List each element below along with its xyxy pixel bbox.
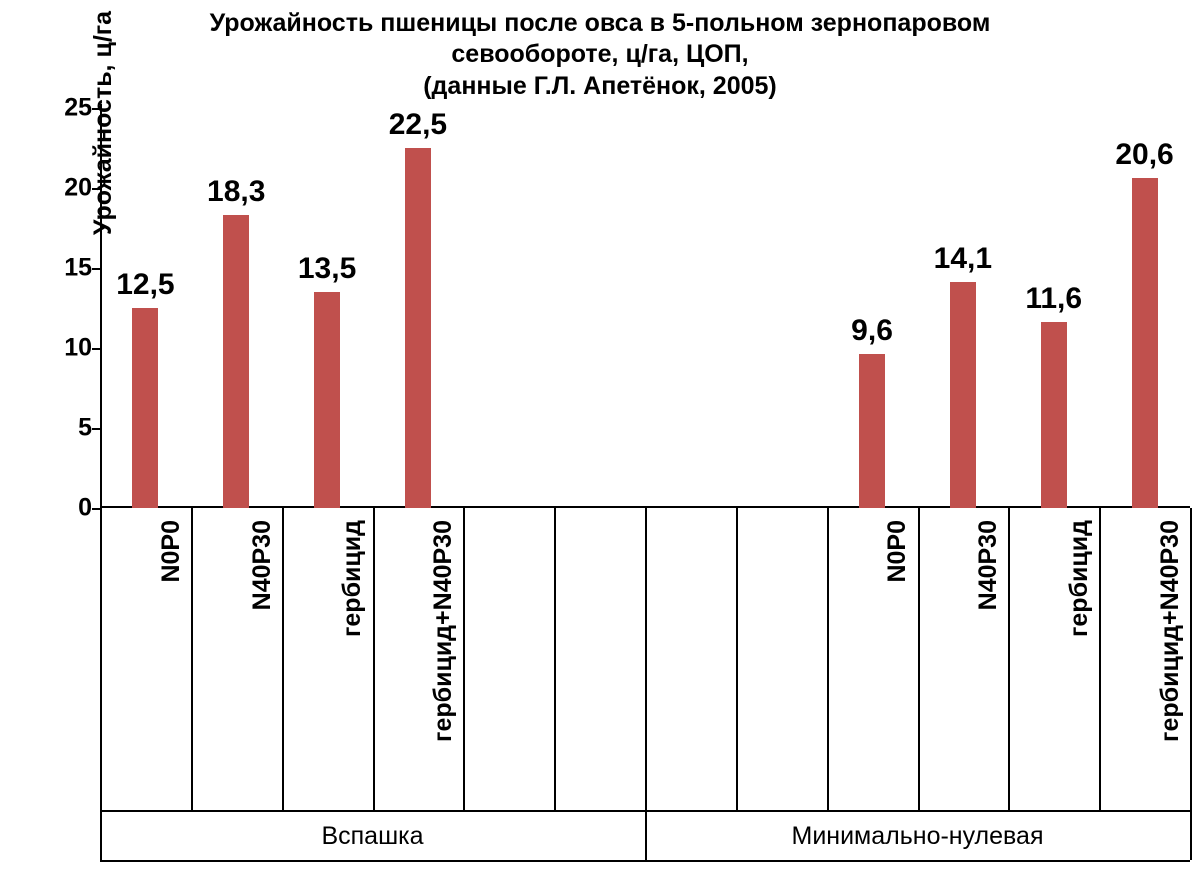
bar-slot: 13,5 (282, 108, 373, 508)
x-category-label: N0P0 (883, 520, 912, 583)
x-category-label: гербицид+N40P30 (429, 520, 458, 742)
bar-value-label: 9,6 (851, 314, 893, 348)
bar (314, 292, 340, 508)
y-tick-label: 10 (48, 334, 92, 363)
bar-slot (645, 108, 736, 508)
bar-value-label: 14,1 (934, 242, 992, 276)
y-tick-mark (92, 428, 100, 430)
y-tick-mark (92, 268, 100, 270)
bar-slot (554, 108, 645, 508)
wheat-yield-bar-chart: Урожайность пшеницы после овса в 5-польн… (0, 0, 1200, 875)
plot-area: 0510152025 12,518,313,522,59,614,111,620… (100, 108, 1190, 508)
bar-value-label: 20,6 (1115, 138, 1173, 172)
x-category-label: N0P0 (157, 520, 186, 583)
category-separator (554, 508, 556, 810)
y-tick-label: 20 (48, 174, 92, 203)
bar-slot: 11,6 (1008, 108, 1099, 508)
bar (132, 308, 158, 508)
bar-value-label: 12,5 (116, 268, 174, 302)
category-separator (918, 508, 920, 810)
x-group-label: Минимально-нулевая (645, 822, 1190, 851)
category-separator (1190, 508, 1192, 810)
y-tick-mark (92, 348, 100, 350)
bar (405, 148, 431, 508)
bar (859, 354, 885, 508)
category-separator (1008, 508, 1010, 810)
bar-slot (736, 108, 827, 508)
category-separator (645, 508, 647, 810)
y-tick-mark (92, 108, 100, 110)
bar (1132, 178, 1158, 508)
bar-value-label: 18,3 (207, 175, 265, 209)
bar-value-label: 11,6 (1025, 282, 1082, 316)
bars-container: 12,5 18,3 13,5 22,5 9,6 14,1 11,6 20,6 (100, 108, 1190, 508)
category-separator (827, 508, 829, 810)
y-tick-mark (92, 508, 100, 510)
category-separator (463, 508, 465, 810)
category-separator (736, 508, 738, 810)
bar-value-label: 13,5 (298, 252, 356, 286)
bar (223, 215, 249, 508)
bar-slot: 12,5 (100, 108, 191, 508)
category-separator (282, 508, 284, 810)
y-tick-label: 25 (48, 94, 92, 123)
y-tick-label: 15 (48, 254, 92, 283)
category-separator (191, 508, 193, 810)
bar-slot: 9,6 (827, 108, 918, 508)
bar (950, 282, 976, 508)
x-category-label: гербицид (1065, 520, 1094, 637)
category-separator (1099, 508, 1101, 810)
group-row-baseline (100, 860, 1190, 862)
bar (1041, 322, 1067, 508)
x-category-label: гербицид+N40P30 (1156, 520, 1185, 742)
bar-slot: 14,1 (917, 108, 1008, 508)
bar-value-label: 22,5 (389, 108, 447, 142)
bar-slot: 20,6 (1099, 108, 1190, 508)
category-separator (373, 508, 375, 810)
x-category-label: гербицид (338, 520, 367, 637)
y-tick-label: 0 (48, 494, 92, 523)
y-tick-mark (92, 188, 100, 190)
chart-title: Урожайность пшеницы после овса в 5-польн… (0, 8, 1200, 102)
y-tick-label: 5 (48, 414, 92, 443)
bar-slot: 22,5 (372, 108, 463, 508)
bar-slot: 18,3 (191, 108, 282, 508)
x-category-label: N40P30 (248, 520, 277, 610)
category-separator (100, 508, 102, 810)
x-category-label: N40P30 (974, 520, 1003, 610)
group-separator (1190, 810, 1192, 860)
x-group-label: Вспашка (100, 822, 645, 851)
bar-slot (463, 108, 554, 508)
